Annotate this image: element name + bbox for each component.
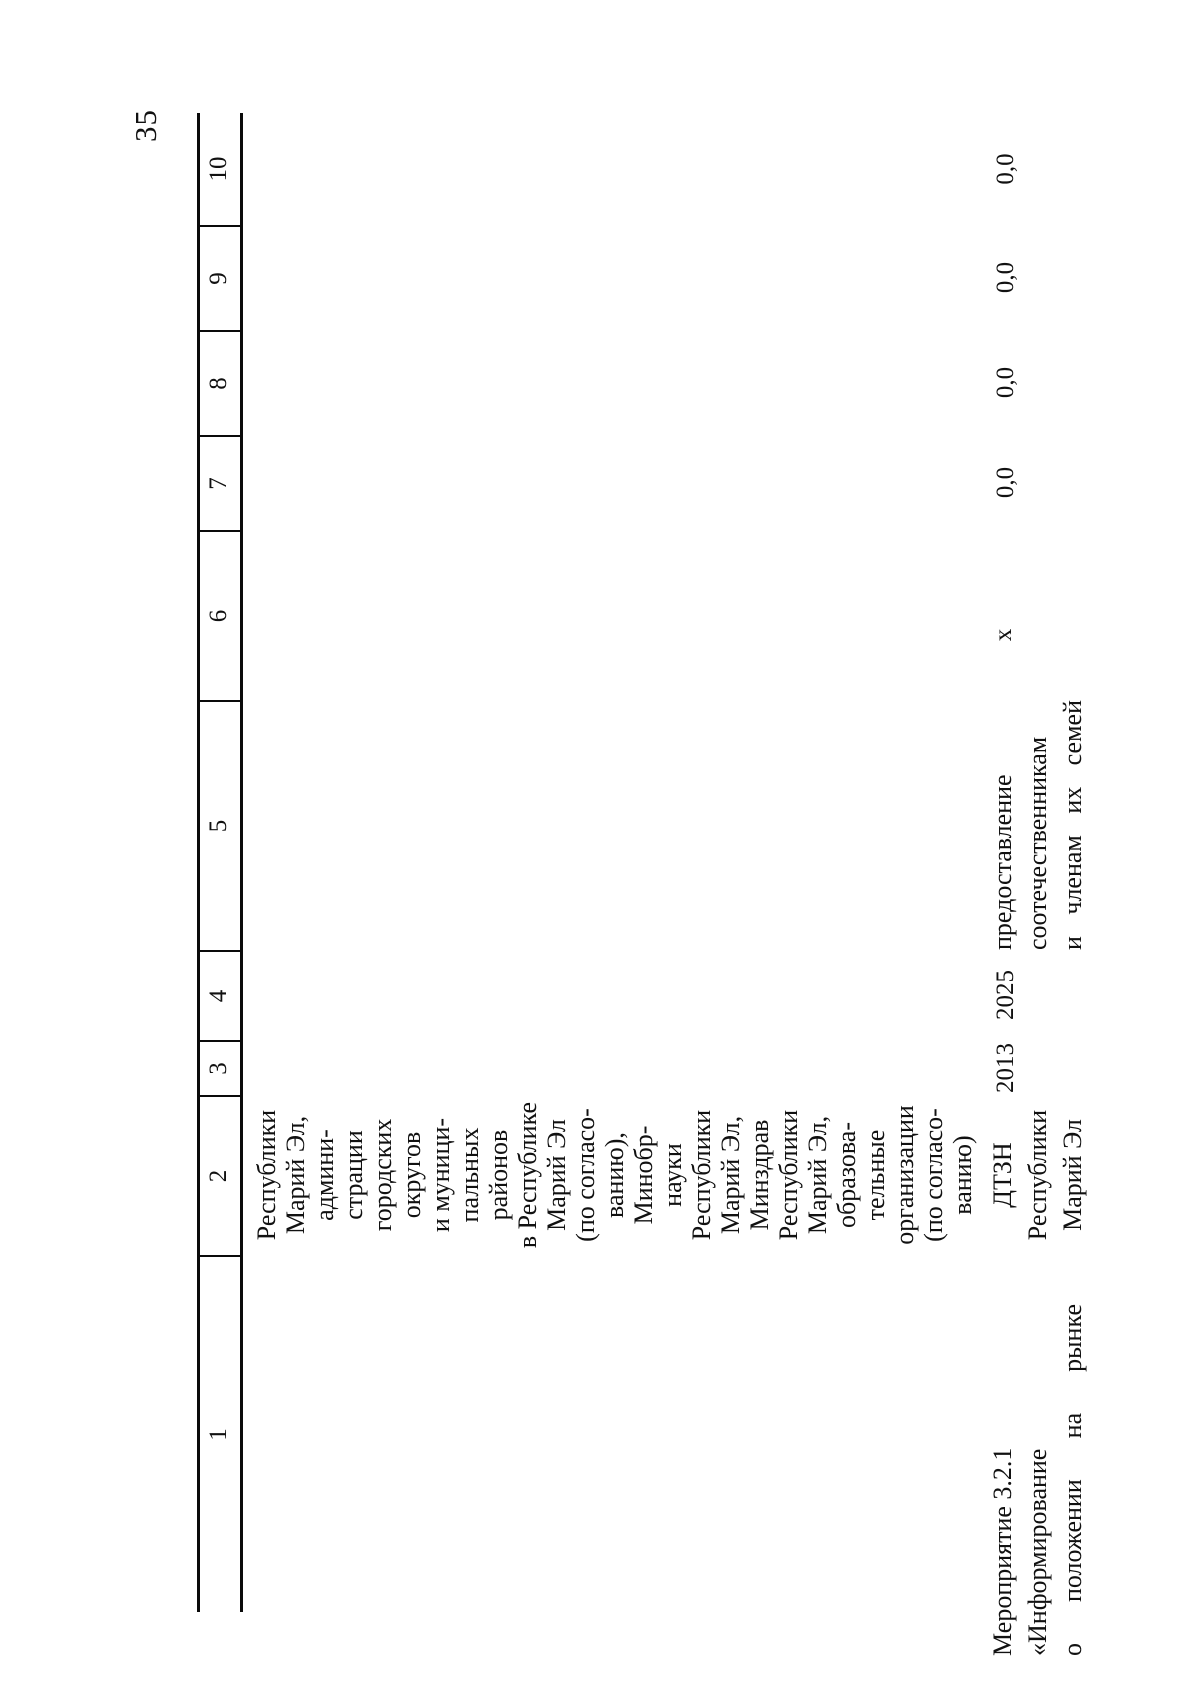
column-number-cell-3: 3 xyxy=(200,1040,240,1095)
text-line: и членам их семей xyxy=(1058,700,1087,950)
text-line: «Информирование xyxy=(1023,1448,1052,1656)
text-line: тельные xyxy=(861,1129,890,1221)
continuation-executors-text: Республики Марий Эл, админи-страции городск… xyxy=(252,1095,977,1255)
event-value-col8: 0,0 xyxy=(992,366,1019,399)
text-line: в Республике xyxy=(513,1101,542,1249)
text-line: и муници- xyxy=(426,1117,455,1233)
column-number-cell-8: 8 xyxy=(200,330,240,435)
event-start-year: 2013 xyxy=(992,1043,1019,1093)
event-value-col7: 0,0 xyxy=(992,466,1019,499)
text-line: пальных xyxy=(455,1127,484,1223)
text-line: страции xyxy=(339,1130,368,1220)
text-line: Республики xyxy=(1023,1109,1052,1241)
text-line: ДТЗН xyxy=(988,1142,1017,1208)
text-line: городских xyxy=(368,1118,397,1232)
text-line: предоставление xyxy=(988,774,1017,950)
event-total-mark: х xyxy=(990,628,1017,642)
column-number-cell-4: 4 xyxy=(200,950,240,1040)
text-line: соотечественникам xyxy=(1023,736,1052,950)
text-line: Республики xyxy=(687,1109,716,1241)
text-line: ванию) xyxy=(948,1135,977,1215)
page-number: 35 xyxy=(128,109,163,142)
column-number-cell-7: 7 xyxy=(200,435,240,530)
event-value-col9: 0,0 xyxy=(992,261,1019,294)
text-line: о положении на рынке xyxy=(1058,1304,1087,1656)
text-line: районов xyxy=(484,1129,513,1221)
event-executor-text: ДТЗН Республики Марий Эл xyxy=(985,1095,1090,1255)
text-line: Марий Эл xyxy=(1058,1119,1087,1231)
column-number-cell-2: 2 xyxy=(200,1095,240,1255)
text-line: образова- xyxy=(832,1121,861,1229)
text-line: Марий Эл xyxy=(542,1119,571,1231)
event-title-text: Мероприятие 3.2.1 «Информирование о поло… xyxy=(985,1304,1090,1656)
column-number-cell-1: 1 xyxy=(200,1255,240,1612)
text-line: Марий Эл, xyxy=(803,1115,832,1235)
text-line: Республики xyxy=(252,1109,281,1241)
column-number-cell-10: 10 xyxy=(205,156,232,182)
text-line: Марий Эл, xyxy=(281,1115,310,1235)
text-line: округов xyxy=(397,1131,426,1219)
event-value-col10: 0,0 xyxy=(992,153,1019,185)
text-line: Марий Эл, xyxy=(716,1115,745,1235)
text-line: Минобр- xyxy=(629,1125,658,1225)
text-line: Минздрав xyxy=(745,1119,774,1231)
column-number-cell-6: 6 xyxy=(200,530,240,700)
text-line: науки xyxy=(658,1143,687,1207)
text-line: (по согласо- xyxy=(571,1108,600,1242)
column-number-cell-9: 9 xyxy=(200,225,240,330)
text-line: организации xyxy=(890,1105,919,1245)
column-number-cell-5: 5 xyxy=(200,700,240,950)
text-line: Мероприятие 3.2.1 xyxy=(988,1447,1017,1656)
text-line: (по согласо- xyxy=(919,1108,948,1242)
event-end-year: 2025 xyxy=(992,970,1019,1020)
text-line: Республики xyxy=(774,1109,803,1241)
table-column-number-row: 1 2 3 4 5 6 7 8 9 10 xyxy=(197,113,243,1612)
event-result-text: предоставление соотечественникам и члена… xyxy=(985,700,1090,950)
text-line: ванию), xyxy=(600,1132,629,1218)
text-line: админи- xyxy=(310,1129,339,1221)
